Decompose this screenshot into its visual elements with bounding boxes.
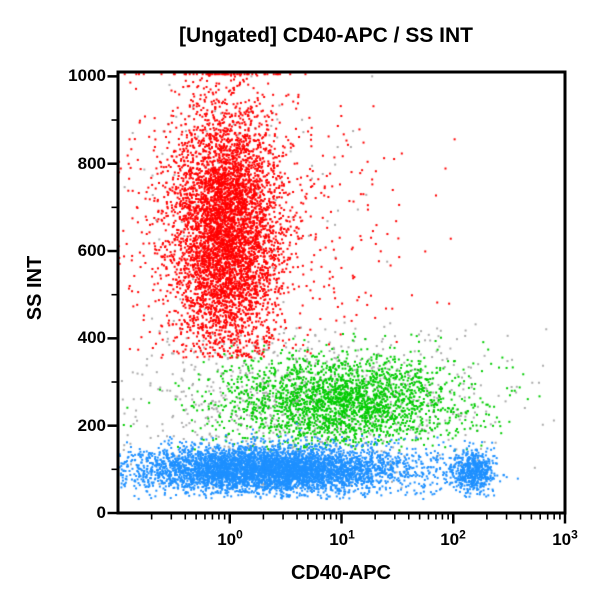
x-tick-label-1e3: 103 xyxy=(552,527,578,549)
x-tick-label-1e2: 102 xyxy=(440,527,466,549)
y-tick-label-0: 0 xyxy=(96,503,106,522)
y-tick-label-800: 800 xyxy=(77,154,106,173)
y-tick-label-600: 600 xyxy=(77,241,106,260)
y-axis-label: SS INT xyxy=(24,255,46,321)
scatter-canvas xyxy=(118,72,565,513)
y-tick-label-400: 400 xyxy=(77,328,106,347)
y-tick-label-1000: 1000 xyxy=(68,66,106,85)
plot-title: [Ungated] CD40-APC / SS INT xyxy=(178,24,474,47)
x-tick-label-1e0: 100 xyxy=(217,527,243,549)
x-tick-label-1e1: 101 xyxy=(329,527,355,549)
y-tick-label-200: 200 xyxy=(77,416,106,435)
x-axis-label: CD40-APC xyxy=(290,562,392,584)
